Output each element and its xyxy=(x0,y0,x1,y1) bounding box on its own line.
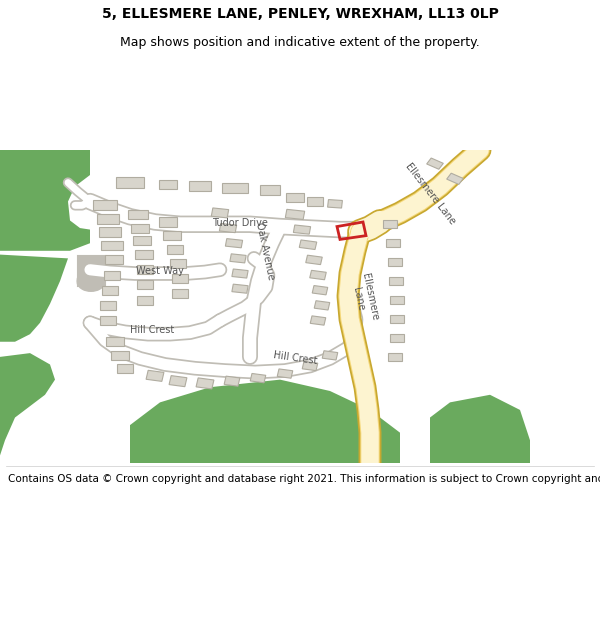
Bar xyxy=(427,158,443,169)
Bar xyxy=(388,353,402,361)
Bar xyxy=(302,361,318,371)
Text: West Way: West Way xyxy=(136,266,184,276)
Polygon shape xyxy=(0,254,68,342)
Bar xyxy=(328,199,343,208)
Bar xyxy=(220,224,236,232)
Text: Contains OS data © Crown copyright and database right 2021. This information is : Contains OS data © Crown copyright and d… xyxy=(8,474,600,484)
Bar xyxy=(101,241,123,251)
Text: Hill Crest: Hill Crest xyxy=(272,351,317,366)
Polygon shape xyxy=(0,150,90,251)
Bar xyxy=(232,269,248,278)
Bar xyxy=(389,278,403,285)
Bar xyxy=(137,281,153,289)
Bar xyxy=(196,378,214,389)
Bar xyxy=(117,364,133,373)
Bar xyxy=(172,289,188,298)
Bar xyxy=(307,198,323,206)
Bar xyxy=(250,374,266,382)
Text: Tudor Drive: Tudor Drive xyxy=(212,217,268,227)
Bar xyxy=(116,177,144,188)
Bar xyxy=(226,239,242,248)
Bar xyxy=(390,315,404,322)
Text: Map shows position and indicative extent of the property.: Map shows position and indicative extent… xyxy=(120,36,480,49)
Bar xyxy=(386,239,400,247)
Text: Oak Avenue: Oak Avenue xyxy=(254,221,276,281)
Bar xyxy=(159,179,177,189)
Bar xyxy=(299,240,317,249)
Polygon shape xyxy=(82,260,100,281)
Bar xyxy=(104,271,120,279)
Bar xyxy=(167,245,183,254)
Bar xyxy=(314,301,330,310)
Polygon shape xyxy=(430,395,530,463)
Bar xyxy=(106,338,124,346)
Bar xyxy=(446,173,463,184)
Bar xyxy=(133,236,151,246)
Bar xyxy=(310,316,326,325)
Bar xyxy=(170,259,186,268)
Polygon shape xyxy=(0,353,55,463)
Bar xyxy=(100,301,116,310)
Bar xyxy=(293,225,311,234)
Bar xyxy=(286,209,305,219)
Bar xyxy=(93,201,117,210)
Bar xyxy=(100,316,116,325)
Bar xyxy=(312,286,328,295)
Bar xyxy=(105,256,123,264)
Bar xyxy=(135,250,153,259)
Text: 5, ELLESMERE LANE, PENLEY, WREXHAM, LL13 0LP: 5, ELLESMERE LANE, PENLEY, WREXHAM, LL13… xyxy=(101,7,499,21)
Bar xyxy=(211,208,229,218)
Bar xyxy=(310,271,326,280)
Bar xyxy=(260,185,280,195)
Bar xyxy=(189,181,211,191)
Polygon shape xyxy=(130,379,400,463)
Bar xyxy=(97,214,119,224)
Bar xyxy=(111,351,129,360)
Text: Ellesmere
Lane: Ellesmere Lane xyxy=(349,272,380,324)
Bar xyxy=(137,296,153,304)
Bar xyxy=(224,376,240,386)
Bar xyxy=(146,371,164,381)
Bar xyxy=(390,296,404,304)
Bar xyxy=(172,274,188,282)
Ellipse shape xyxy=(82,276,100,286)
Bar xyxy=(131,224,149,232)
Bar xyxy=(322,351,338,360)
Bar xyxy=(277,369,293,378)
Bar xyxy=(102,286,118,295)
Bar xyxy=(286,193,304,202)
Bar xyxy=(163,231,181,240)
Bar xyxy=(99,227,121,237)
Bar xyxy=(388,258,402,266)
Bar xyxy=(230,254,246,263)
Text: Hill Crest: Hill Crest xyxy=(130,326,174,336)
Bar xyxy=(232,284,248,293)
Bar xyxy=(222,182,248,193)
Bar xyxy=(306,255,322,264)
Bar xyxy=(383,221,397,228)
Bar xyxy=(390,334,404,342)
Bar xyxy=(159,217,177,226)
Text: Ellesmere Lane: Ellesmere Lane xyxy=(403,161,457,226)
Bar xyxy=(128,210,148,219)
Bar xyxy=(169,376,187,387)
Bar xyxy=(137,265,153,274)
